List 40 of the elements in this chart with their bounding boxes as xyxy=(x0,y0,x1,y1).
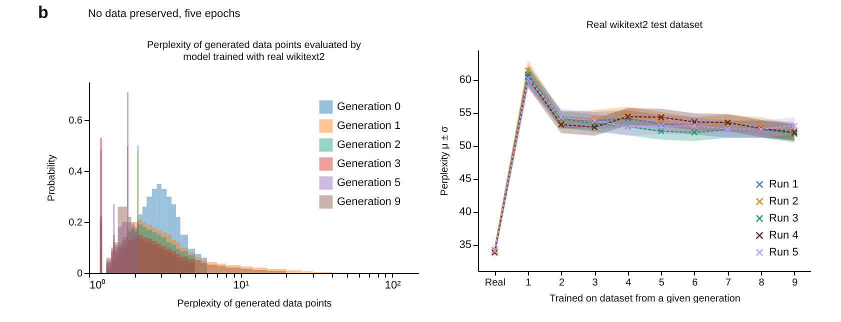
text: No data preserved, five epochs xyxy=(88,8,240,20)
x-tick-label: 3 xyxy=(592,278,598,288)
text: b xyxy=(38,3,48,23)
y-tick-label: 0.4 xyxy=(68,166,83,178)
legend-label: Run 3 xyxy=(769,212,798,224)
x-tick-label: 9 xyxy=(792,278,798,288)
legend-label: Generation 0 xyxy=(337,101,401,113)
x-tick-label: 7 xyxy=(725,278,732,288)
y-axis-title: Perplexity μ ± σ xyxy=(439,125,450,196)
x-tick-label: 5 xyxy=(658,278,665,288)
legend-label: Run 5 xyxy=(769,246,798,258)
chart-title: Perplexity of generated data points evaluated by model trained with real wikitext2 xyxy=(146,40,362,63)
x-tick-label: 8 xyxy=(758,278,765,288)
x-tick-label: 10¹ xyxy=(233,280,250,292)
x-tick-label: 6 xyxy=(692,278,698,288)
legend-label: Run 2 xyxy=(769,196,798,208)
legend-label: Generation 1 xyxy=(337,120,401,132)
legend-label: Run 1 xyxy=(769,178,798,190)
y-tick-label: 40 xyxy=(459,206,472,218)
legend-label: Generation 5 xyxy=(337,177,401,189)
x-tick-label: 1 xyxy=(526,278,532,288)
legend-label: Generation 2 xyxy=(337,139,401,151)
y-tick-label: 35 xyxy=(459,239,472,252)
chart-title: Real wikitext2 test dataset xyxy=(586,20,703,31)
legend-label: Generation 3 xyxy=(337,158,401,170)
y-tick-label: 50 xyxy=(459,140,472,152)
x-tick-label: 10² xyxy=(384,280,402,292)
y-tick-label: 0.2 xyxy=(68,218,83,229)
y-tick-label: 55 xyxy=(459,107,472,120)
y-axis-title: Probability xyxy=(46,154,58,202)
x-tick-label: Real xyxy=(484,278,506,288)
y-tick-label: 45 xyxy=(459,173,472,186)
x-tick-label: 4 xyxy=(626,278,632,288)
legend-label: Run 4 xyxy=(769,230,798,242)
x-tick-label: 10⁰ xyxy=(90,278,106,292)
legend-label: Generation 9 xyxy=(337,196,401,208)
x-tick-label: 2 xyxy=(558,278,565,288)
y-tick-label: 60 xyxy=(459,74,472,86)
y-tick-label: 0 xyxy=(76,268,83,280)
y-tick-label: 0.6 xyxy=(68,116,83,127)
